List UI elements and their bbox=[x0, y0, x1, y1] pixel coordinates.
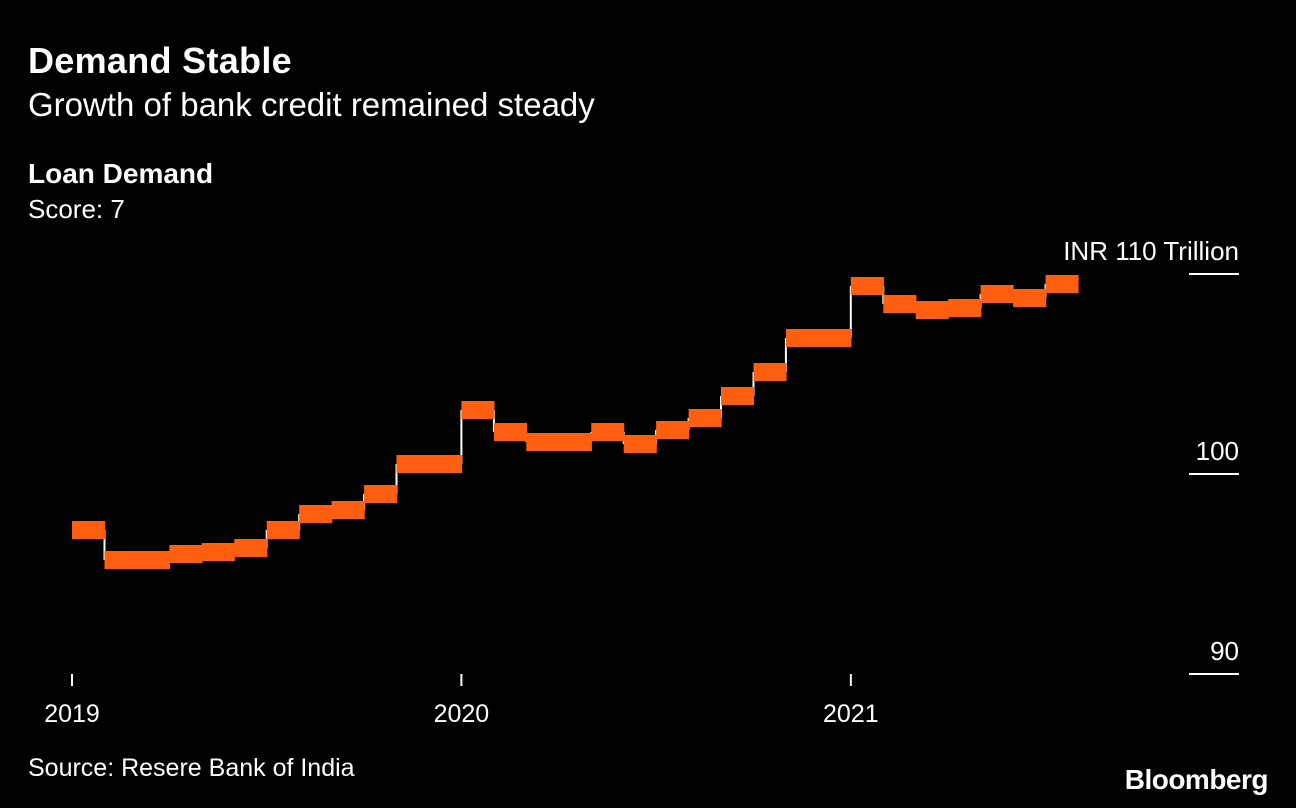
bar-2025-10-01 bbox=[948, 299, 982, 317]
bar-2021-10-01 bbox=[429, 455, 463, 473]
bar-2024-07-01 bbox=[785, 329, 819, 347]
bar-2025-04-01 bbox=[883, 295, 917, 313]
bar-2026-07-01 bbox=[1045, 275, 1079, 293]
bar-2023-04-01 bbox=[623, 435, 657, 453]
bar-2025-01-01 bbox=[850, 277, 884, 295]
x-tick-label-2020: 2020 bbox=[434, 700, 490, 728]
bar-2026-04-01 bbox=[1013, 289, 1047, 307]
bar-series bbox=[72, 275, 1079, 569]
y-tick-label-100: 100 bbox=[1196, 436, 1239, 466]
y-tick-label-90: 90 bbox=[1210, 636, 1239, 666]
chart-title: Demand Stable bbox=[28, 40, 292, 81]
panel-subtitle: Score: 7 bbox=[28, 194, 125, 224]
bar-2023-07-01 bbox=[656, 421, 690, 439]
bar-2023-10-01 bbox=[688, 409, 722, 427]
bar-2019-04-01 bbox=[104, 551, 138, 569]
bar-2020-07-01 bbox=[266, 521, 300, 539]
bar-2019-10-01 bbox=[169, 545, 203, 563]
chart-subtitle: Growth of bank credit remained steady bbox=[28, 86, 595, 123]
bar-2026-01-01 bbox=[980, 285, 1014, 303]
bar-2021-04-01 bbox=[364, 485, 398, 503]
bar-2024-04-01 bbox=[753, 363, 787, 381]
bar-2019-01-01 bbox=[72, 521, 106, 539]
bar-2022-10-01 bbox=[558, 433, 592, 451]
bar-2025-07-01 bbox=[915, 301, 949, 319]
bar-2022-01-01 bbox=[461, 401, 495, 419]
bloomberg-logo: Bloomberg bbox=[1124, 764, 1269, 795]
bar-2023-01-01 bbox=[591, 423, 625, 441]
x-tick-label-2021: 2021 bbox=[823, 700, 879, 728]
bar-2020-04-01 bbox=[234, 539, 268, 557]
bar-2019-07-01 bbox=[136, 551, 170, 569]
axis-layer: 2019 2020 2021 90 100 INR 110 Trillion bbox=[44, 236, 1239, 728]
y-tick-label-110: INR 110 Trillion bbox=[1063, 236, 1239, 266]
bar-2021-07-01 bbox=[396, 455, 430, 473]
bar-2022-07-01 bbox=[526, 433, 560, 451]
bar-2020-01-01 bbox=[201, 543, 235, 561]
bar-2020-10-01 bbox=[299, 505, 333, 523]
step-connectors bbox=[103, 284, 1047, 560]
x-tick-label-2019: 2019 bbox=[44, 700, 100, 728]
panel-title: Loan Demand bbox=[28, 158, 214, 189]
bar-2021-01-01 bbox=[331, 501, 365, 519]
source-note: Source: Resere Bank of India bbox=[28, 754, 355, 782]
bar-2024-01-01 bbox=[721, 387, 755, 405]
bar-2022-04-01 bbox=[493, 423, 527, 441]
bar-2024-10-01 bbox=[818, 329, 852, 347]
